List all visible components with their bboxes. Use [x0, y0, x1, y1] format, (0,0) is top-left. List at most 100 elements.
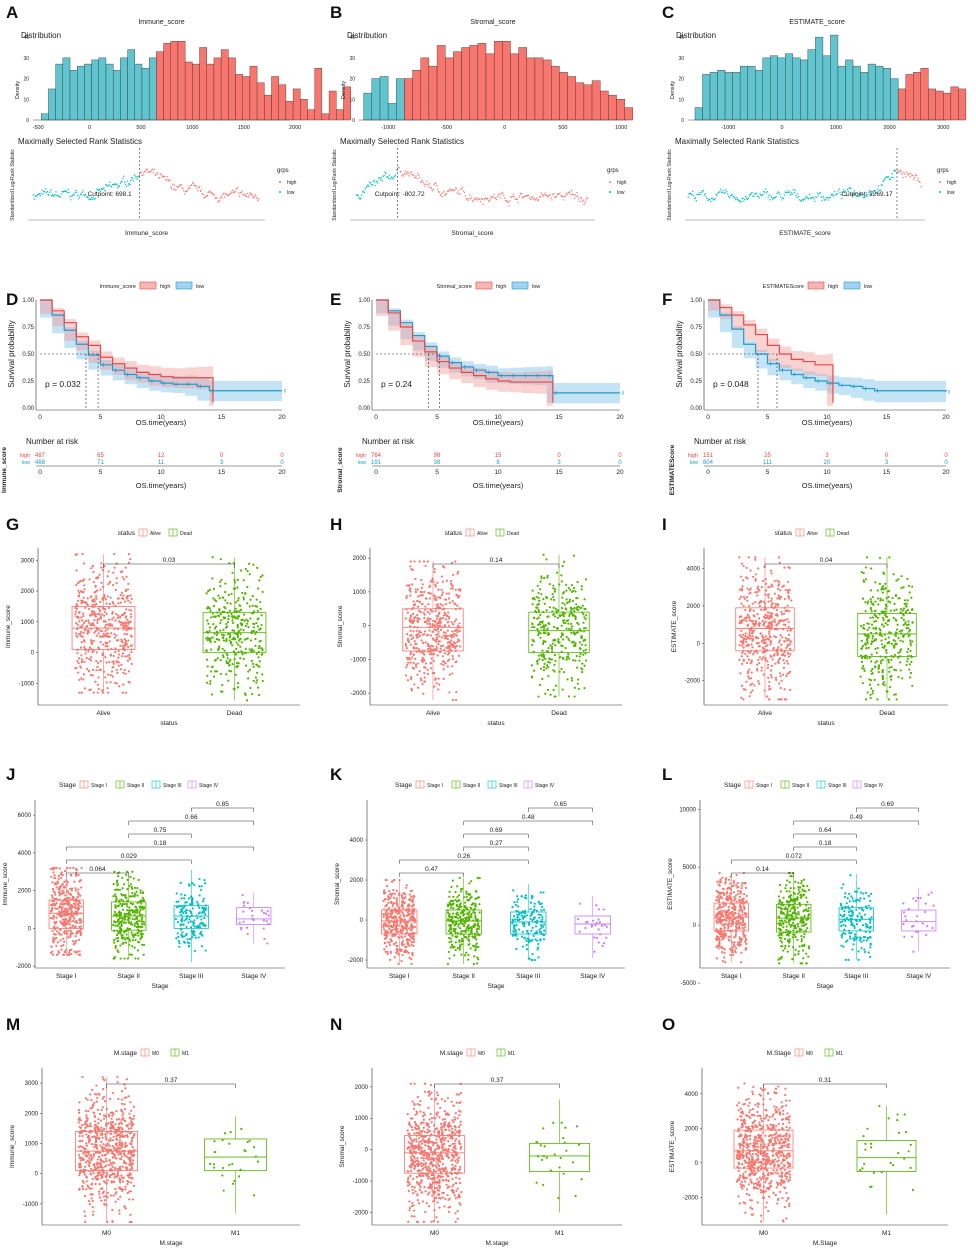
maxstat-point [908, 172, 910, 175]
box-point [180, 913, 183, 917]
maxstat-point [877, 188, 879, 190]
maxstat-point [864, 196, 866, 198]
box-point [178, 942, 181, 945]
box-point [413, 925, 416, 929]
box-point [131, 939, 135, 942]
box-point [746, 577, 749, 580]
maxstat-point [206, 194, 209, 197]
box-point [130, 662, 133, 665]
histogram-bar [163, 43, 171, 121]
box-point [746, 599, 749, 602]
maxstat-point [475, 197, 477, 199]
box-point [739, 672, 742, 675]
box-point [127, 918, 130, 921]
maxstat-point [704, 193, 706, 195]
box-point [740, 562, 744, 565]
box-point [391, 905, 394, 908]
box-point [744, 640, 748, 643]
box-point [458, 629, 461, 633]
box-point [542, 624, 545, 627]
box-point [878, 634, 881, 637]
km-curve-low [708, 299, 947, 392]
box-point [742, 618, 745, 621]
comparison-pvalue: 0.03 [163, 557, 176, 564]
maxstat-point [33, 198, 35, 200]
box-point [119, 615, 122, 619]
histogram-bar [717, 70, 726, 121]
histogram-y-tick: 0 [352, 118, 355, 124]
box-point [406, 663, 409, 667]
box-point [410, 943, 413, 946]
box-point [92, 639, 95, 642]
maxstat-point [717, 192, 719, 195]
maxstat-point [723, 192, 725, 194]
box-point [754, 619, 758, 623]
box-point [882, 681, 885, 684]
box-point [416, 619, 419, 622]
box-point [420, 651, 423, 654]
box-point [78, 678, 81, 681]
box-point [554, 588, 557, 591]
box-point [427, 642, 430, 646]
maxstat-point [920, 185, 922, 188]
maxstat-point [479, 201, 482, 203]
km-legend-high-key [807, 281, 825, 290]
box-point [532, 616, 535, 620]
box-point [746, 650, 750, 653]
box-point [89, 595, 92, 599]
maxstat-point [744, 195, 747, 198]
box-point [581, 662, 584, 665]
histogram-bar [792, 57, 801, 121]
box-point [584, 648, 587, 651]
box-point [232, 636, 235, 639]
maxstat-point [59, 196, 62, 198]
histogram-bar [534, 57, 544, 121]
histogram-bar [845, 59, 854, 121]
box-point [779, 589, 782, 592]
box-point [454, 633, 458, 636]
box-point [77, 671, 80, 674]
box-point [575, 603, 578, 606]
maxstat-point [528, 194, 530, 196]
km-y-tick: 0.75 [690, 325, 702, 331]
box-point [742, 698, 745, 701]
box-point [584, 617, 587, 621]
histogram-bar [412, 70, 421, 121]
box-point [133, 946, 136, 949]
box-point [194, 936, 198, 939]
box-point [176, 921, 180, 924]
box-point [225, 673, 228, 676]
box-point [251, 594, 254, 598]
box-point [120, 893, 123, 896]
maxstat-point [416, 177, 418, 180]
maxstat-point [808, 193, 811, 196]
box-point [50, 875, 53, 878]
box-point [404, 617, 408, 620]
maxstat-point [385, 172, 387, 175]
box-point [884, 582, 887, 585]
box-point [543, 662, 546, 665]
maxstat-point [102, 188, 104, 191]
box-point [201, 923, 204, 926]
box-point [129, 557, 132, 561]
maxstat-point [441, 195, 443, 198]
box-legend-label: Stage II [463, 783, 480, 789]
box-point [70, 948, 73, 951]
box-point [83, 645, 86, 649]
box-point [74, 610, 77, 613]
box-point [405, 584, 408, 587]
box-point [205, 658, 209, 661]
box-point [768, 621, 772, 624]
box-point [239, 633, 242, 636]
box-point [878, 613, 881, 616]
box-point [454, 603, 457, 606]
box-point [248, 907, 251, 910]
box-point [542, 610, 545, 614]
box-point [750, 671, 753, 674]
box-point [902, 618, 905, 622]
box-point [448, 624, 451, 627]
maxstat-point [183, 190, 185, 192]
box-point [416, 673, 419, 676]
histogram-bar [436, 45, 446, 121]
